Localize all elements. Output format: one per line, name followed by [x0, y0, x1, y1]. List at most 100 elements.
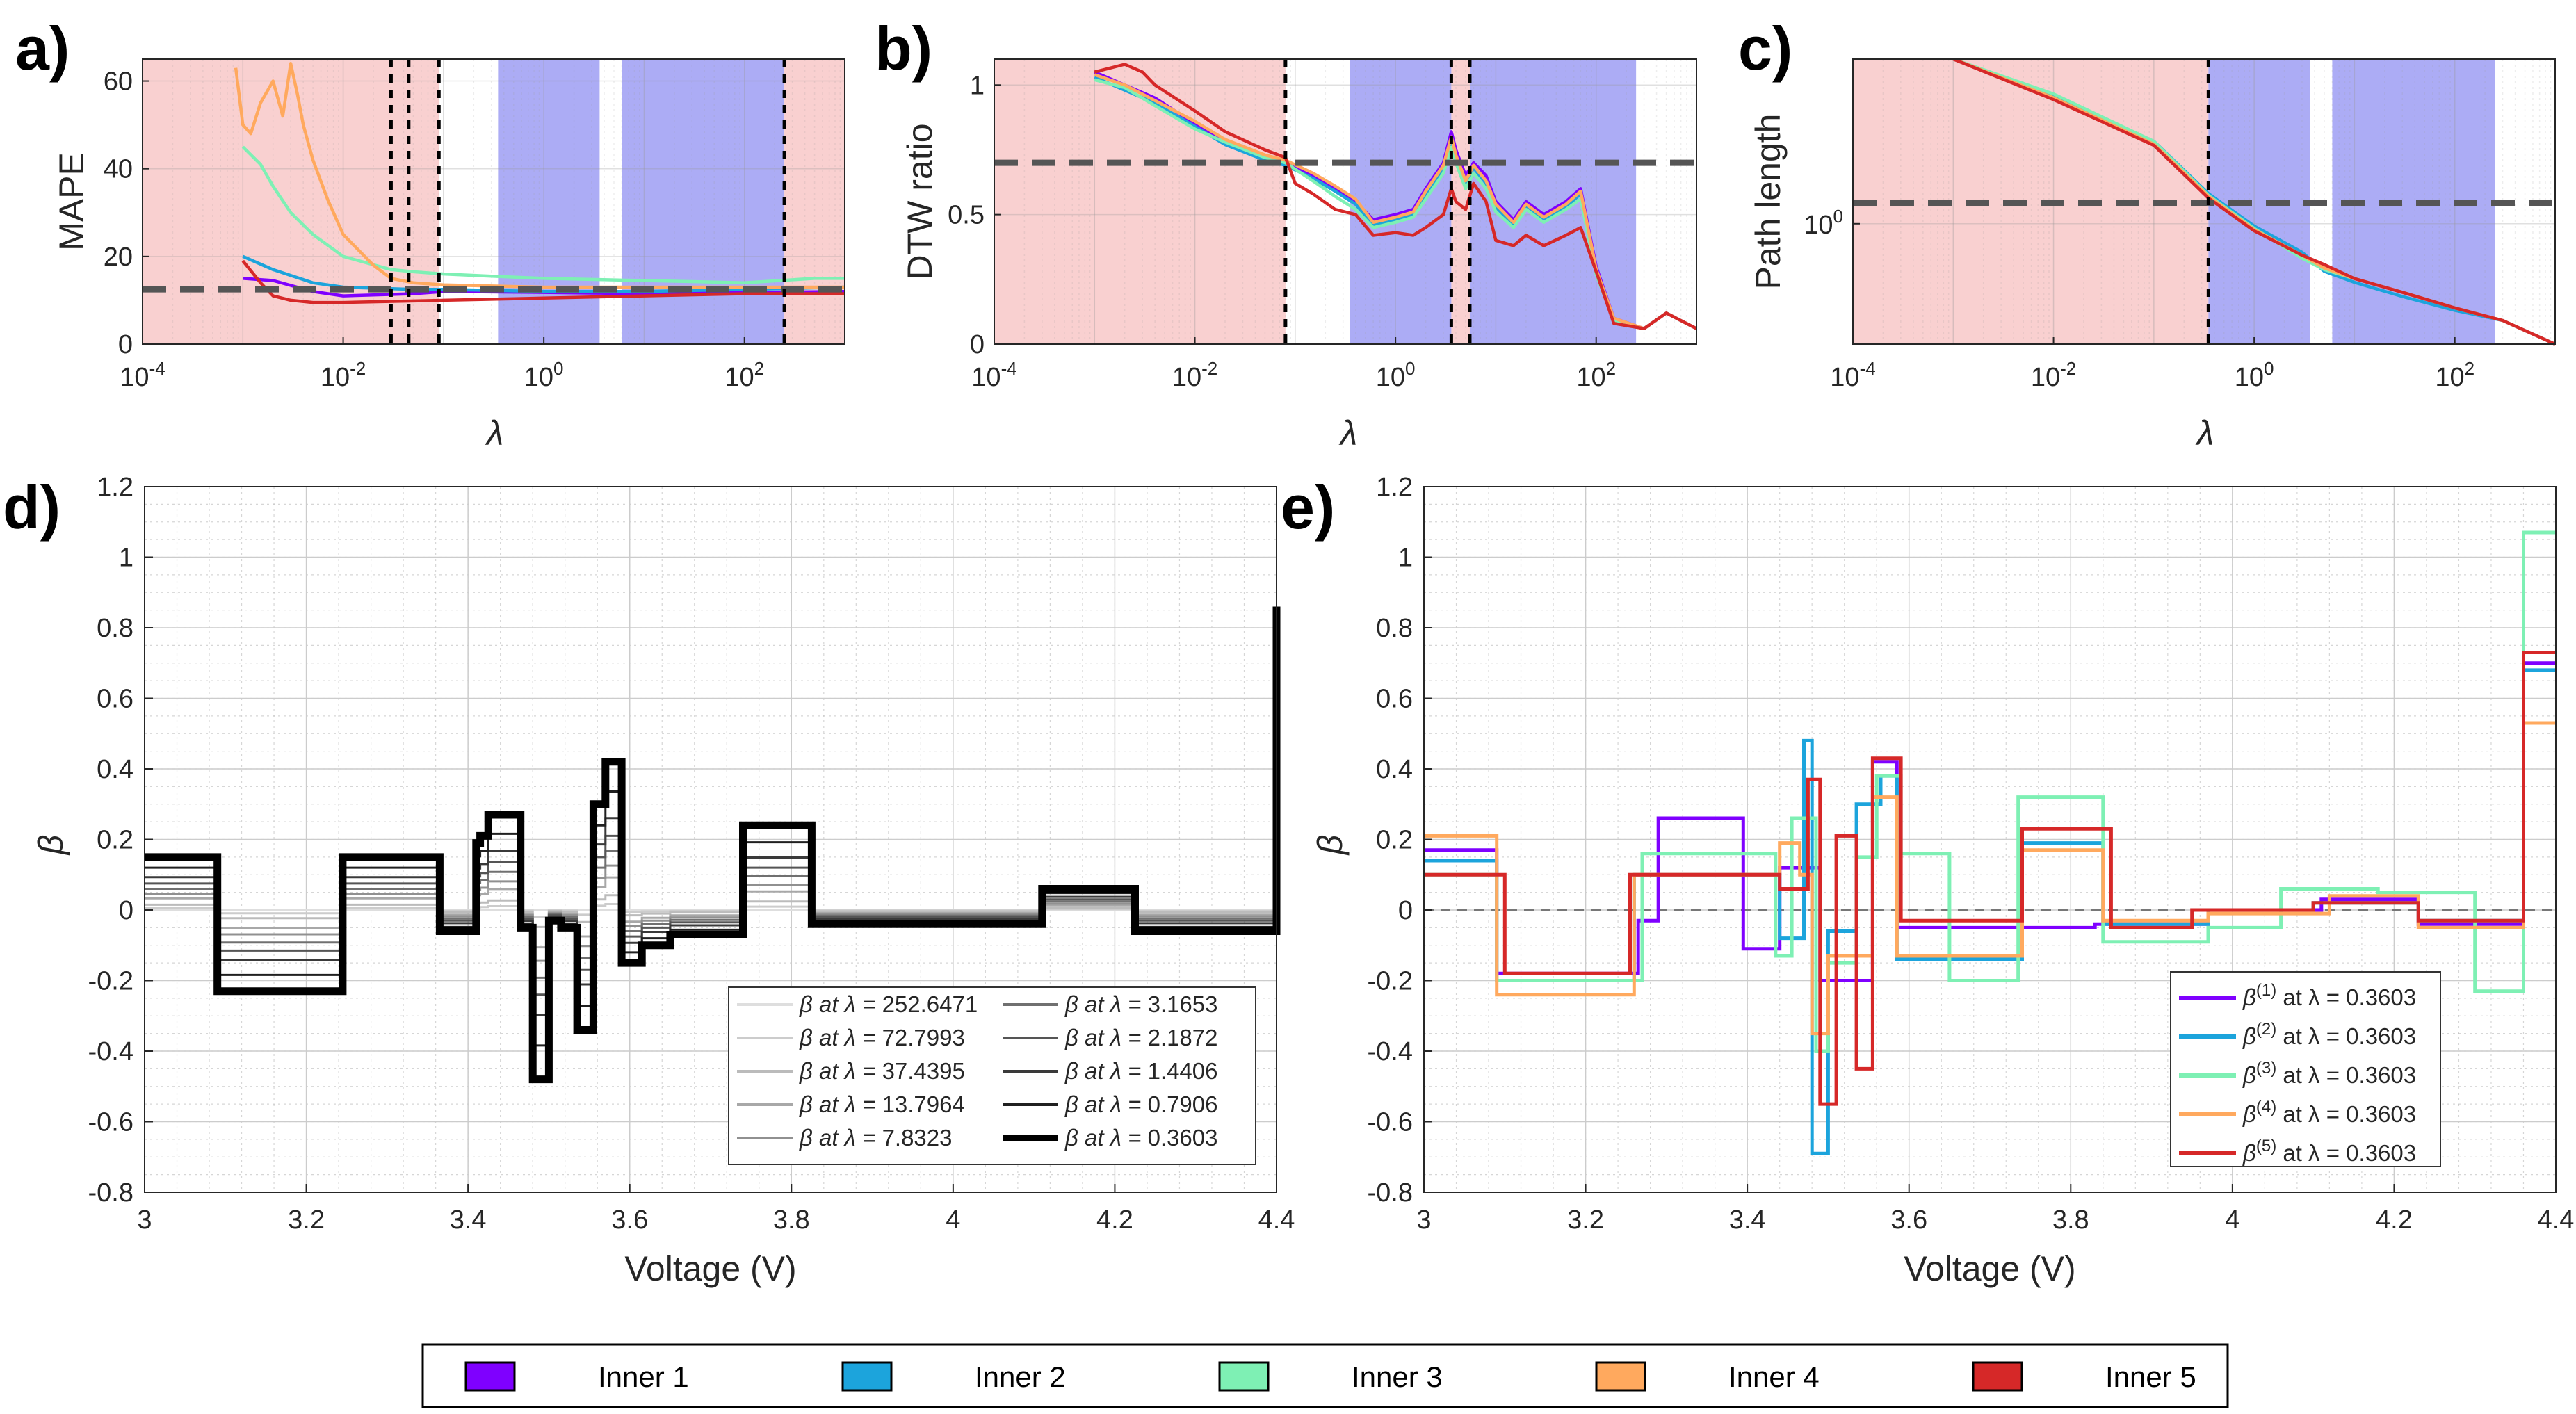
panel-b-reference-lines	[994, 59, 1696, 344]
panel-a-ytick-label: 60	[104, 67, 133, 97]
panel-b-shaded-regions	[994, 59, 1637, 344]
panel-c-shade-1	[2208, 59, 2310, 344]
panel-e-legend-beta: β	[2242, 984, 2256, 1010]
panel-e-series	[1424, 530, 2556, 1155]
panel-d-legend-label-prefix: β at λ =	[799, 1091, 882, 1117]
panel-e-xtick-label: 3	[1416, 1205, 1431, 1235]
panel-e-legend-label: β(1) at λ = 0.3603	[2242, 981, 2416, 1010]
panel-b-frame	[994, 58, 1697, 345]
panel-a-ticks: 10-4 10-2 100 102 0 20 40 60	[104, 67, 764, 392]
panel-a-mape: 10-4 10-2 100 102 0 20 40 60 λ MAPE a)	[15, 14, 845, 453]
panel-d-series-lambda-6	[145, 758, 1278, 996]
panel-d-legend-label-prefix: β at λ =	[1064, 1091, 1148, 1117]
panel-c-series	[1952, 57, 2556, 346]
panel-a-reference-lines	[143, 59, 845, 344]
panel-e-ytick-label: -0.8	[1368, 1178, 1413, 1208]
inner-fold-legend-swatch-2	[841, 1361, 893, 1392]
panel-e-legend-beta: β	[2242, 1101, 2256, 1127]
inner-fold-legend-label-4: Inner 4	[1728, 1360, 1820, 1393]
panel-e-ytick-label: 1	[1398, 544, 1413, 573]
panel-e-legend-lambda: at λ = 0.3603	[2276, 1140, 2416, 1166]
panel-e-ytick-label: 1.2	[1376, 473, 1413, 502]
panel-e-legend-beta: β	[2242, 1062, 2256, 1088]
panel-b-xtick-label: 10-2	[1172, 358, 1217, 392]
panel-a-label: a)	[15, 14, 70, 83]
panel-d-ytick-label: 0.6	[97, 685, 133, 714]
panel-b-dtw-ratio: 10-4 10-2 100 102 0 0.5 1 λ DTW ratio b)	[875, 14, 1698, 453]
panel-e-legend-beta: β	[2242, 1140, 2256, 1166]
inner-fold-legend-swatch-1	[464, 1361, 516, 1392]
panel-d-ytick-label: -0.8	[88, 1178, 133, 1208]
panel-d-legend-label-value: 3.1653	[1148, 991, 1218, 1017]
panel-c-ticks: 10-4 10-2 100 102 100	[1804, 206, 2474, 392]
panel-a-ytick-label: 40	[104, 155, 133, 184]
panel-d-legend-label-prefix: β at λ =	[1064, 1025, 1148, 1050]
panel-e-label: e)	[1281, 473, 1335, 542]
panel-d-legend-label-value: 37.4395	[882, 1058, 965, 1084]
panel-a-series-inner-3	[241, 145, 845, 284]
panel-a-ytick-label: 20	[104, 243, 133, 272]
panel-c-xtick-label: 100	[2235, 358, 2274, 392]
panel-d-xtick-label: 3.4	[450, 1205, 487, 1235]
panel-d-legend-label-prefix: β at λ =	[799, 1125, 882, 1151]
panel-d-legend-label-prefix: β at λ =	[1064, 991, 1148, 1017]
inner-fold-legend-box	[421, 1343, 2229, 1408]
panel-e-series-inner-5	[1424, 651, 2556, 1106]
panel-e-xtick-label: 3.2	[1567, 1205, 1604, 1235]
panel-a-shade-1	[391, 59, 439, 344]
panel-e-series-inner-1	[1424, 661, 2556, 982]
panel-b-xtick-label: 102	[1576, 358, 1616, 392]
panel-a-xtick-label: 10-4	[120, 358, 165, 392]
panel-d-legend-label-prefix: β at λ =	[799, 991, 882, 1017]
panel-e-ticks: 3 3.2 3.4 3.6 3.8 4 4.2 4.4 -0.8 -0.6 -0.4 -0.2 0 0.2…	[1368, 473, 2575, 1235]
inner-fold-legend-swatch-4	[1595, 1361, 1646, 1392]
panel-b-ytick-label: 0.5	[948, 201, 985, 230]
panel-d-legend-label-prefix: β at λ =	[799, 1058, 882, 1084]
panel-e-ytick-label: 0	[1398, 896, 1413, 925]
inner-fold-legend-swatch-3	[1218, 1361, 1270, 1392]
panel-c-xtick-label: 102	[2435, 358, 2474, 392]
panel-d-legend-label-value: 72.7993	[882, 1025, 965, 1050]
panel-d-ytick-label: -0.2	[88, 967, 133, 996]
panel-d-legend-label: β at λ = 7.8323	[799, 1125, 953, 1151]
panel-d-ytick-label: 0	[119, 896, 133, 925]
panel-b-ytick-label: 0	[970, 330, 985, 359]
panel-c-reference-lines	[1853, 59, 2555, 344]
panel-e-xtick-label: 3.6	[1890, 1205, 1927, 1235]
panel-e-xtick-label: 4.2	[2376, 1205, 2413, 1235]
panel-d-xlabel: Voltage (V)	[624, 1249, 796, 1288]
panel-e-legend-superscript: (3)	[2256, 1059, 2276, 1078]
panel-e-legend-lambda: at λ = 0.3603	[2276, 984, 2416, 1010]
panel-e-series-inner-3	[1424, 530, 2556, 1053]
panel-d-ytick-label: 0.8	[97, 614, 133, 643]
panel-e-xtick-label: 3.8	[2052, 1205, 2089, 1235]
panel-b-ytick-label: 1	[970, 71, 985, 100]
panel-e-legend-label: β(3) at λ = 0.3603	[2242, 1059, 2416, 1088]
panel-c-xtick-label: 10-2	[2031, 358, 2076, 392]
panel-c-xlabel: λ	[2195, 414, 2214, 453]
panel-d-legend-label-value: 0.7906	[1148, 1091, 1218, 1117]
panel-a-ytick-label: 0	[118, 330, 133, 359]
panel-d-series	[145, 606, 1281, 1084]
panel-e-legend-lambda: at λ = 0.3603	[2276, 1062, 2416, 1088]
panel-d-ticks: 3 3.2 3.4 3.6 3.8 4 4.2 4.4 -0.8 -0.6 -0.4 -0.2 0 0.2…	[88, 473, 1295, 1235]
panel-d-xtick-label: 3	[137, 1205, 152, 1235]
panel-d-legend-label: β at λ = 0.7906	[1064, 1091, 1218, 1117]
inner-fold-legend-label-1: Inner 1	[598, 1360, 689, 1393]
panel-a-xtick-label: 10-2	[321, 358, 366, 392]
panel-d-label: d)	[3, 473, 60, 542]
panel-b-ylabel: DTW ratio	[900, 124, 939, 280]
panel-a-shade-2	[498, 59, 600, 344]
panel-e-legend-superscript: (4)	[2256, 1098, 2276, 1116]
panel-d-xtick-label: 3.2	[288, 1205, 325, 1235]
panel-d-legend-label-value: 13.7964	[882, 1091, 965, 1117]
panel-d-ytick-label: 1.2	[97, 473, 133, 502]
panel-e-beta-inner: 3 3.2 3.4 3.6 3.8 4 4.2 4.4 -0.8 -0.6 -0.4 -0.2 0 0.2…	[1281, 473, 2574, 1288]
panel-e-ytick-label: -0.4	[1368, 1037, 1413, 1066]
panel-a-frame	[142, 58, 845, 345]
panel-c-ylabel: Path length	[1749, 114, 1788, 290]
panel-d-legend-label: β at λ = 13.7964	[799, 1091, 965, 1117]
panel-e-xtick-label: 4.4	[2538, 1205, 2575, 1235]
panel-d-legend-label: β at λ = 72.7993	[799, 1025, 965, 1050]
